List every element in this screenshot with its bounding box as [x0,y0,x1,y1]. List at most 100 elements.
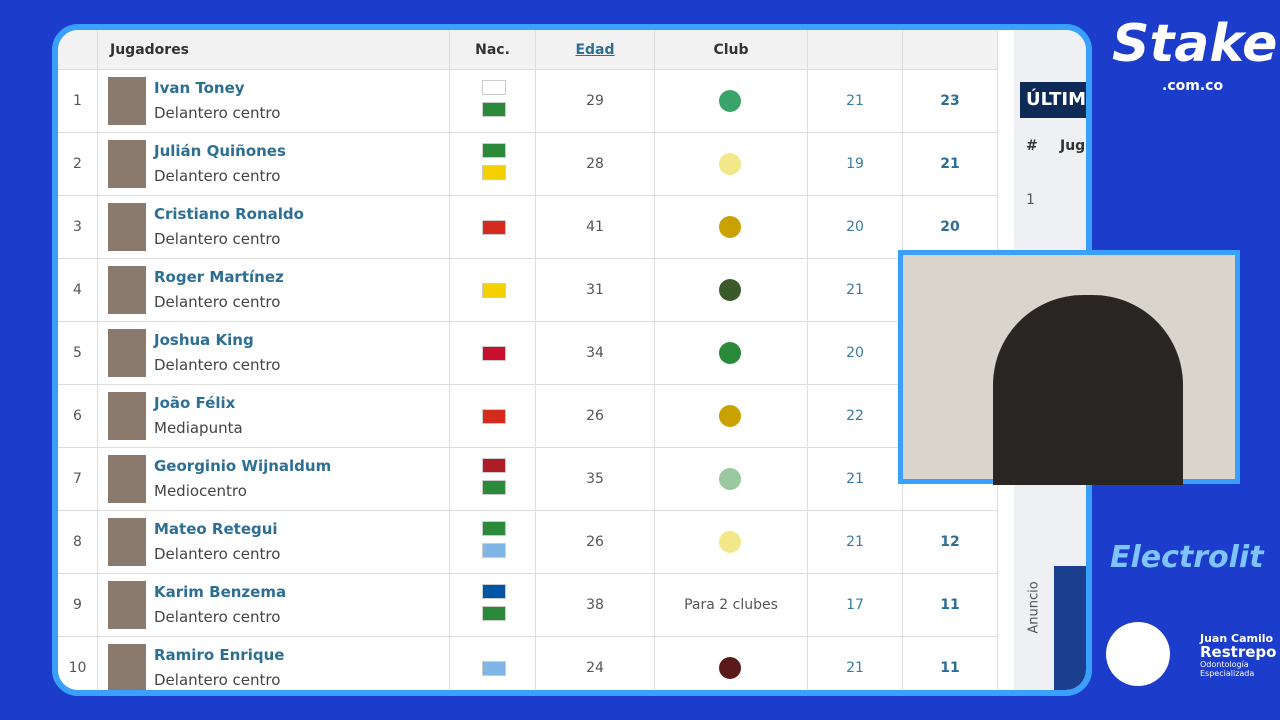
player-photo [108,329,146,377]
flag [482,409,506,424]
goals: 23 [903,70,998,133]
player-photo [108,581,146,629]
player-photo [108,644,146,690]
apps: 21 [808,448,903,511]
nationality [450,385,536,448]
flag [482,543,506,558]
header-icon[interactable] [808,30,903,70]
age: 29 [536,70,655,133]
player-photo [108,392,146,440]
side-col: Jug [1060,138,1086,154]
player-name[interactable]: Cristiano Ronaldo [154,205,304,223]
club-badge [719,405,741,427]
age: 41 [536,196,655,259]
age: 24 [536,637,655,690]
club [655,637,808,690]
club [655,133,808,196]
player-name[interactable]: Julián Quiñones [154,142,286,160]
rank: 8 [58,511,98,574]
age: 26 [536,511,655,574]
player-name[interactable]: Ivan Toney [154,79,245,97]
sponsor-logo: Stake [1112,14,1278,74]
flag [482,661,506,676]
player-cell [98,637,450,690]
rank: 9 [58,574,98,637]
rank: 6 [58,385,98,448]
flag [482,458,506,473]
age: 35 [536,448,655,511]
apps: 21 [808,511,903,574]
dentist-logo [1106,622,1170,686]
club [655,385,808,448]
header [58,30,98,70]
player-name[interactable]: Georginio Wijnaldum [154,457,332,475]
flag [482,165,506,180]
player-cell [98,511,450,574]
flag [482,606,506,621]
club [655,511,808,574]
club [655,259,808,322]
apps: 20 [808,322,903,385]
club-badge [719,153,741,175]
rank: 5 [58,322,98,385]
player-position: Delantero centro [154,545,281,563]
age: 38 [536,574,655,637]
apps: 21 [808,259,903,322]
sponsor-domain: .com.co [1162,78,1224,94]
club-badge [719,342,741,364]
header[interactable]: Edad [536,30,655,70]
club-badge [719,90,741,112]
player-photo [108,455,146,503]
ad [1054,566,1086,690]
side-title: ÚLTIMO [1020,82,1086,118]
club-badge [719,657,741,679]
club-badge [719,468,741,490]
person [993,295,1183,485]
age: 31 [536,259,655,322]
player-position: Delantero centro [154,608,281,626]
player-position: Delantero centro [154,230,281,248]
player-position: Delantero centro [154,104,281,122]
player-position: Delantero centro [154,356,281,374]
nationality [450,133,536,196]
player-cell [98,70,450,133]
flag [482,480,506,495]
nationality [450,70,536,133]
player-name[interactable]: Mateo Retegui [154,520,278,538]
player-photo [108,140,146,188]
apps: 21 [808,637,903,690]
player-name[interactable]: Ramiro Enrique [154,646,285,664]
webcam [898,250,1240,485]
player-cell [98,196,450,259]
player-cell [98,133,450,196]
rank: 1 [58,70,98,133]
subtitle: Especializada [1200,669,1255,678]
flag [482,143,506,158]
nationality [450,196,536,259]
rank: 7 [58,448,98,511]
player-position: Delantero centro [154,671,281,689]
goals: 11 [903,574,998,637]
header-icon[interactable] [903,30,998,70]
nationality [450,574,536,637]
rank: 4 [58,259,98,322]
goals: 12 [903,511,998,574]
flag [482,346,506,361]
club-badge [719,531,741,553]
player-cell [98,322,450,385]
player-photo [108,266,146,314]
flag [482,521,506,536]
sponsor2-logo: Electrolit [1110,540,1264,575]
player-cell [98,448,450,511]
player-name[interactable]: Joshua King [154,331,254,349]
nationality [450,322,536,385]
player-name[interactable]: Karim Benzema [154,583,287,601]
player-name[interactable]: Roger Martínez [154,268,284,286]
player-name[interactable]: João Félix [154,394,236,412]
player-photo [108,203,146,251]
player-cell [98,259,450,322]
club [655,448,808,511]
ad-label: Anuncio [1026,581,1042,634]
side-rank: 1 [1026,192,1035,208]
club: Para 2 clubes [655,574,808,637]
